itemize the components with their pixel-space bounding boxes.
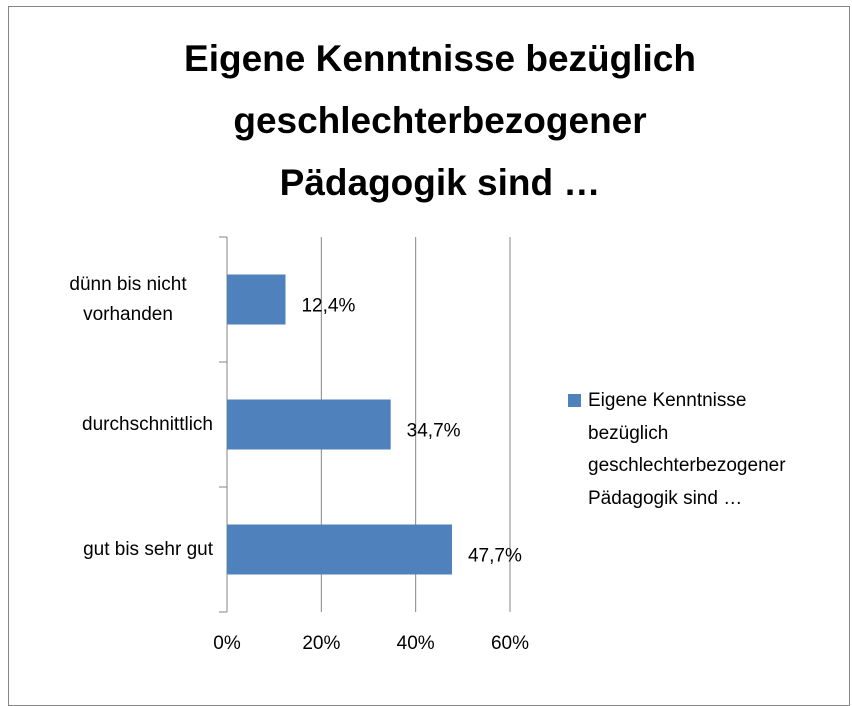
chart-title: Eigene Kenntnisse bezüglich geschlechter… <box>184 38 696 203</box>
x-tick-label: 20% <box>302 633 340 654</box>
legend-key <box>568 394 581 407</box>
x-tick-label: 60% <box>491 633 529 654</box>
x-tick-label: 40% <box>397 633 435 654</box>
y-tick-label: durchschnittlich <box>82 413 213 435</box>
data-label: 47,7% <box>468 546 522 567</box>
x-tick-label: 0% <box>213 633 241 654</box>
data-label: 12,4% <box>301 296 355 317</box>
y-tick-label: gut bis sehr gut <box>83 538 213 560</box>
data-label: 34,7% <box>407 421 461 442</box>
bar <box>227 274 286 325</box>
bar <box>227 524 452 575</box>
page: {"chart_data": {"type": "bar", "orientat… <box>8 6 850 706</box>
bar <box>227 399 391 450</box>
legend-label: Eigene Kenntnisse bezüglich geschlechter… <box>588 390 786 509</box>
y-tick-label: dünn bis nicht vorhanden <box>69 273 187 325</box>
plot: 0% 20% 40% 60% 12,4% 34,7% 47,7% <box>213 236 529 654</box>
